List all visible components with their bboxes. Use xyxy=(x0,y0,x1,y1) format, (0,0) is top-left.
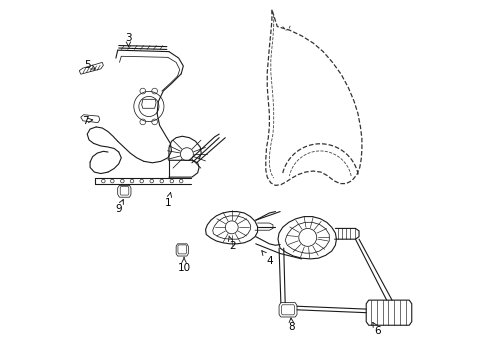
Text: 3: 3 xyxy=(125,33,132,46)
Text: 9: 9 xyxy=(116,199,123,214)
Text: 2: 2 xyxy=(228,236,236,251)
Text: 1: 1 xyxy=(165,193,172,208)
Text: 6: 6 xyxy=(373,323,381,336)
Text: 7: 7 xyxy=(82,116,93,126)
Text: 5: 5 xyxy=(85,60,95,70)
Text: 10: 10 xyxy=(177,257,191,273)
Text: 4: 4 xyxy=(262,251,273,266)
Text: 8: 8 xyxy=(288,318,295,332)
